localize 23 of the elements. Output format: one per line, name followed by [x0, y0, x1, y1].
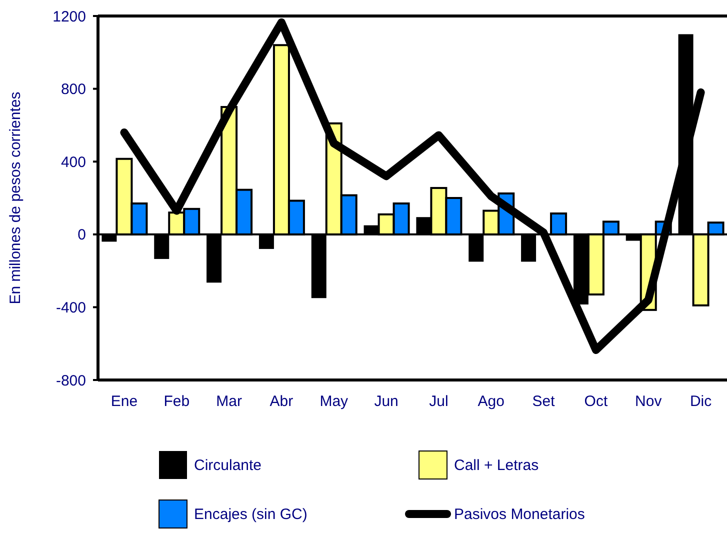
legend-label: Pasivos Monetarios: [454, 506, 585, 523]
x-tick-label: Mar: [216, 393, 242, 410]
y-tick-label: 1200: [52, 8, 86, 26]
x-tick-label: Set: [532, 393, 556, 410]
x-tick-label: Ene: [110, 393, 138, 410]
x-tick-label: Jul: [429, 393, 448, 410]
x-tick-label: Jun: [374, 393, 398, 410]
y-tick-label: -400: [56, 299, 86, 316]
x-tick-label: Abr: [270, 393, 294, 410]
x-tick-label: Nov: [635, 393, 662, 410]
x-tick-label: Dic: [690, 393, 712, 410]
y-tick-label: -800: [56, 372, 86, 390]
x-tick-label: Ago: [478, 393, 504, 410]
x-tick-label: Feb: [164, 393, 190, 410]
legend-label: Encajes (sin GC): [194, 506, 308, 523]
legend-label: Call + Letras: [454, 457, 539, 474]
x-tick-label: Oct: [584, 393, 608, 410]
y-tick-label: 800: [60, 81, 86, 98]
x-tick-label: May: [320, 393, 349, 410]
y-axis-title: En millones de pesos corrientes: [7, 92, 24, 304]
y-tick-label: 400: [60, 154, 86, 171]
y-tick-label: 0: [78, 226, 86, 244]
legend-label: Circulante: [194, 457, 262, 474]
